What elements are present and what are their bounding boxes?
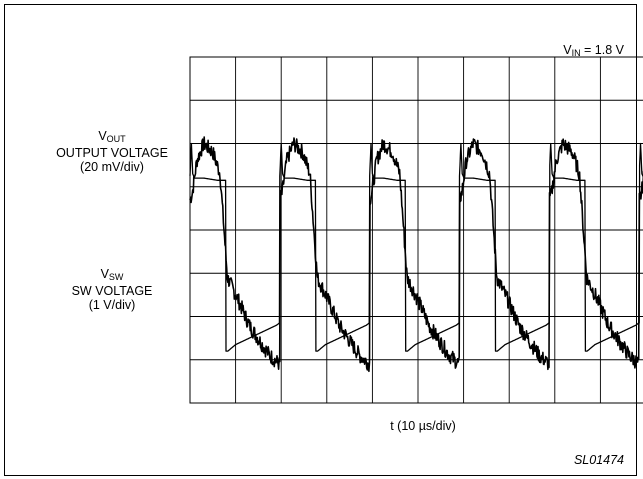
vsw-scale: (1 V/div) <box>88 298 136 312</box>
vsw-symbol: VSW <box>100 267 124 282</box>
vout-symbol: VOUT <box>98 129 126 144</box>
figure-id: SL01474 <box>573 453 624 467</box>
x-axis-label: t (10 µs/div) <box>390 419 456 433</box>
vsw-trace <box>189 142 643 352</box>
vsw-name: SW VOLTAGE <box>71 284 153 298</box>
vin-condition-label: VIN = 1.8 V <box>563 43 624 58</box>
vout-scale: (20 mV/div) <box>80 160 144 174</box>
figure-frame: VIN = 1.8 V VOUT OUTPUT VOLTAGE (20 mV/d… <box>4 4 637 476</box>
vout-name: OUTPUT VOLTAGE <box>56 146 168 160</box>
vout-label-block: VOUT OUTPUT VOLTAGE (20 mV/div) <box>27 129 197 174</box>
vout-trace <box>189 136 643 373</box>
vsw-label-block: VSW SW VOLTAGE (1 V/div) <box>27 267 197 312</box>
